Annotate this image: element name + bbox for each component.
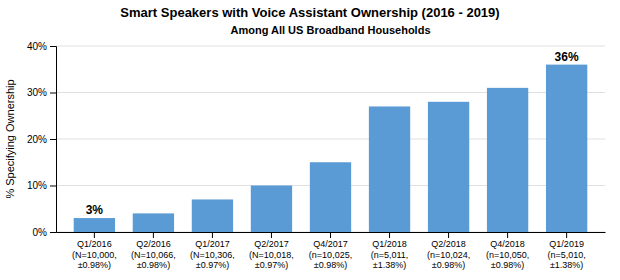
x-tick: Q2/2016(N=10,066,±0.98%) bbox=[131, 232, 176, 270]
x-tick-label: Q1/2016(N=10,000,±0.98%) bbox=[72, 239, 117, 270]
x-tick-mark bbox=[507, 232, 508, 238]
x-tick-label: Q4/2017(n=10,025,±0.98%) bbox=[309, 239, 352, 270]
y-tick: 10% bbox=[27, 180, 56, 191]
x-tick-label: Q1/2017(N=10,306,±0.97%) bbox=[190, 239, 235, 270]
bar bbox=[428, 102, 469, 232]
bar bbox=[133, 213, 174, 232]
x-tick-label: Q2/2016(N=10,066,±0.98%) bbox=[131, 239, 176, 270]
x-tick: Q2/2017(N=10,018,±0.97%) bbox=[249, 232, 294, 270]
subtitle: Among All US Broadband Households bbox=[230, 24, 430, 36]
x-tick: Q2/2018(n=10,024,±0.98%) bbox=[427, 232, 470, 270]
x-axis: Q1/2016(N=10,000,±0.98%)Q2/2016(N=10,066… bbox=[57, 232, 606, 270]
data-labels: 3% 36% bbox=[86, 50, 579, 217]
y-tick: 30% bbox=[27, 87, 56, 98]
y-tick-label: 20% bbox=[27, 134, 47, 145]
x-tick: Q1/2017(N=10,306,±0.97%) bbox=[190, 232, 235, 270]
x-tick-label: Q2/2017(N=10,018,±0.97%) bbox=[249, 239, 294, 270]
x-tick: Q4/2017(n=10,025,±0.98%) bbox=[309, 232, 352, 270]
bar bbox=[369, 106, 410, 232]
bar bbox=[74, 218, 115, 232]
x-tick-mark bbox=[271, 232, 272, 238]
x-tick-label-line: Q4/2018 bbox=[490, 239, 525, 249]
bar bbox=[251, 186, 292, 233]
x-tick: Q1/2016(N=10,000,±0.98%) bbox=[72, 232, 117, 270]
x-tick-mark bbox=[448, 232, 449, 238]
x-tick-label-line: ±0.97%) bbox=[196, 260, 229, 270]
y-tick-mark bbox=[50, 139, 56, 140]
x-tick-label-line: ±0.98%) bbox=[78, 260, 111, 270]
y-tick-label: 40% bbox=[27, 41, 47, 52]
x-tick: Q4/2018(n=10,050,±0.98%) bbox=[486, 232, 529, 270]
x-tick-label-line: Q1/2016 bbox=[77, 239, 112, 249]
x-tick-label-line: (n=5,010, bbox=[547, 250, 585, 260]
bar bbox=[546, 65, 587, 232]
x-tick-label-line: (n=10,025, bbox=[309, 250, 352, 260]
x-tick-label: Q4/2018(n=10,050,±0.98%) bbox=[486, 239, 529, 270]
x-tick-mark bbox=[389, 232, 390, 238]
y-axis-title: % Specifying Ownership bbox=[4, 79, 16, 198]
bar bbox=[310, 162, 351, 232]
y-axis: 0% 10% 20% 30% 40% bbox=[27, 41, 57, 238]
y-tick-mark bbox=[50, 93, 56, 94]
y-tick-label: 30% bbox=[27, 87, 47, 98]
x-tick-label-line: ±0.98%) bbox=[432, 260, 465, 270]
bar bbox=[487, 88, 528, 232]
x-tick-label-line: (n=10,050, bbox=[486, 250, 529, 260]
bar bbox=[192, 199, 233, 232]
y-tick: 0% bbox=[33, 227, 56, 238]
x-tick-mark bbox=[94, 232, 95, 238]
x-tick-label-line: (N=10,000, bbox=[72, 250, 117, 260]
x-tick-label-line: (N=10,018, bbox=[249, 250, 294, 260]
grid-line bbox=[56, 46, 605, 47]
bars bbox=[74, 65, 588, 232]
x-tick-mark bbox=[153, 232, 154, 238]
chart-svg: 0%10%20%30%40%Q1/2016(N=10,000,±0.98%)Q2… bbox=[0, 0, 620, 280]
data-label: 3% bbox=[86, 203, 104, 217]
y-tick: 40% bbox=[27, 41, 56, 52]
x-tick-label-line: Q2/2016 bbox=[136, 239, 171, 249]
x-tick-label-line: Q1/2017 bbox=[195, 239, 230, 249]
x-tick-label-line: ±0.98%) bbox=[314, 260, 347, 270]
x-tick-label-line: Q2/2018 bbox=[431, 239, 466, 249]
x-tick-mark bbox=[330, 232, 331, 238]
y-tick: 20% bbox=[27, 134, 56, 145]
x-tick-label-line: ±1.38%) bbox=[550, 260, 583, 270]
grid bbox=[56, 46, 605, 232]
y-tick-mark bbox=[50, 46, 56, 47]
x-tick-label-line: Q1/2019 bbox=[549, 239, 584, 249]
x-tick-label-line: (n=10,024, bbox=[427, 250, 470, 260]
x-tick-label-line: Q1/2018 bbox=[372, 239, 407, 249]
x-tick-label-line: ±0.98%) bbox=[491, 260, 524, 270]
x-tick-label-line: (N=10,066, bbox=[131, 250, 176, 260]
x-tick-label-line: ±1.38%) bbox=[373, 260, 406, 270]
x-tick-label-line: ±0.98%) bbox=[137, 260, 170, 270]
data-label: 36% bbox=[555, 50, 579, 64]
x-tick-label: Q2/2018(n=10,024,±0.98%) bbox=[427, 239, 470, 270]
x-tick-label: Q1/2018(n=5,011,±1.38%) bbox=[371, 239, 409, 270]
x-tick: Q1/2018(n=5,011,±1.38%) bbox=[371, 232, 409, 270]
y-tick-mark bbox=[50, 232, 56, 233]
x-tick: Q1/2019(n=5,010,±1.38%) bbox=[547, 232, 585, 270]
x-tick-label-line: Q2/2017 bbox=[254, 239, 289, 249]
y-tick-label: 0% bbox=[33, 227, 48, 238]
y-axis-line bbox=[50, 47, 57, 233]
x-tick-mark bbox=[212, 232, 213, 238]
x-tick-label-line: Q4/2017 bbox=[313, 239, 348, 249]
chart-container: 0%10%20%30%40%Q1/2016(N=10,000,±0.98%)Q2… bbox=[0, 0, 620, 280]
y-tick-label: 10% bbox=[27, 180, 47, 191]
x-tick-mark bbox=[566, 232, 567, 238]
title: Smart Speakers with Voice Assistant Owne… bbox=[120, 5, 499, 20]
y-tick-mark bbox=[50, 186, 56, 187]
x-tick-label-line: (n=5,011, bbox=[371, 250, 409, 260]
x-tick-label: Q1/2019(n=5,010,±1.38%) bbox=[547, 239, 585, 270]
x-tick-label-line: ±0.97%) bbox=[255, 260, 288, 270]
x-tick-label-line: (N=10,306, bbox=[190, 250, 235, 260]
